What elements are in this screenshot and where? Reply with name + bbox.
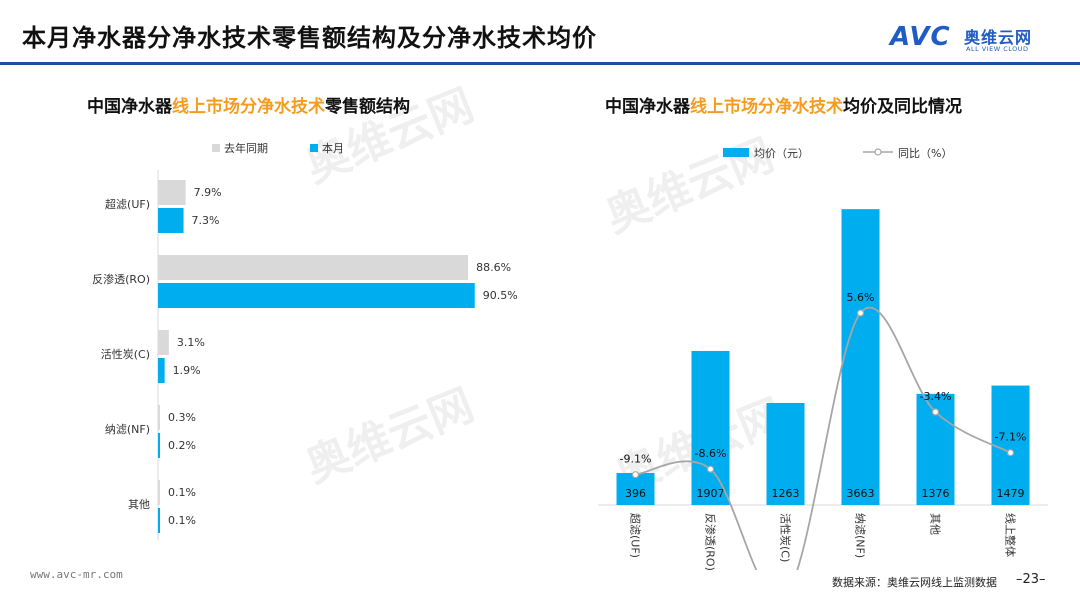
yoy-point	[631, 471, 640, 479]
page-title: 本月净水器分净水技术零售额结构及分净水技术均价	[22, 24, 597, 52]
bar-last-year	[158, 255, 469, 280]
category-label: 纳滤(NF)	[854, 513, 867, 558]
bar-last-year	[158, 405, 160, 430]
yoy-point	[856, 309, 865, 317]
logo: AVC 奥维云网 ALL VIEW CLOUD	[890, 22, 1060, 56]
bar-value-label: 1.9%	[173, 364, 201, 377]
title-rule	[0, 62, 1080, 65]
bar-value-label: 90.5%	[483, 289, 518, 302]
logo-mark: AVC	[890, 22, 951, 52]
legend-marker	[874, 148, 882, 156]
price-value-label: 1479	[997, 487, 1025, 500]
legend-swatch	[212, 144, 220, 152]
yoy-value-label: -7.1%	[995, 431, 1027, 444]
category-label: 活性炭(C)	[101, 347, 150, 361]
legend-label: 本月	[322, 141, 344, 155]
bar-this-month	[158, 358, 165, 383]
footer-url: www.avc-mr.com	[30, 568, 123, 581]
legend-swatch	[723, 148, 749, 157]
category-label: 反渗透(RO)	[704, 513, 718, 570]
bar-last-year	[158, 330, 169, 355]
yoy-value-label: 5.6%	[847, 291, 875, 304]
price-value-label: 3663	[847, 487, 875, 500]
bar-this-month	[158, 508, 160, 533]
bar-value-label: 0.2%	[168, 439, 196, 452]
bar-value-label: 0.1%	[168, 514, 196, 527]
bar-value-label: 3.1%	[177, 336, 205, 349]
category-label: 其他	[128, 498, 150, 511]
bar-value-label: 7.9%	[194, 186, 222, 199]
price-bar	[616, 473, 655, 505]
logo-en: ALL VIEW CLOUD	[966, 45, 1029, 53]
price-value-label: 1376	[922, 487, 950, 500]
yoy-value-label: -3.4%	[920, 390, 952, 403]
legend-label: 同比（%）	[898, 147, 952, 160]
legend-label: 均价（元）	[754, 147, 809, 160]
category-label: 超滤(UF)	[629, 513, 643, 558]
right-combo-chart: 均价（元） 同比（%） 396 1907 1263 3663 1376 1479 -9.1% -8…	[598, 147, 1048, 570]
price-bar	[991, 385, 1030, 505]
footer-source: 数据来源：奥维云网线上监测数据	[832, 576, 997, 589]
bar-last-year	[158, 480, 160, 505]
logo-cn: 奥维云网	[964, 28, 1033, 47]
bar-this-month	[158, 208, 184, 233]
left-chart-title: 中国净水器线上市场分净水技术零售额结构	[87, 97, 410, 117]
bar-value-label: 7.3%	[192, 214, 220, 227]
legend-label: 去年同期	[224, 141, 268, 155]
price-value-label: 1263	[772, 487, 800, 500]
yoy-value-label: -8.6%	[695, 447, 727, 460]
category-label: 纳滤(NF)	[105, 423, 150, 436]
legend-swatch	[310, 144, 318, 152]
price-bar	[691, 350, 730, 505]
bar-this-month	[158, 433, 160, 458]
category-label: 超滤(UF)	[105, 197, 150, 211]
category-label: 其他	[929, 513, 942, 535]
price-bar	[766, 402, 805, 505]
bar-value-label: 88.6%	[476, 261, 511, 274]
category-label: 反渗透(RO)	[92, 272, 150, 286]
bar-last-year	[158, 180, 186, 205]
right-chart-title: 中国净水器线上市场分净水技术均价及同比情况	[605, 97, 962, 117]
price-value-label: 396	[625, 487, 646, 500]
yoy-point	[706, 465, 715, 473]
bar-value-label: 0.1%	[168, 486, 196, 499]
category-label: 线上整体	[1004, 513, 1018, 557]
bar-this-month	[158, 283, 475, 308]
page-number: –23–	[1016, 572, 1046, 587]
yoy-point	[931, 408, 940, 416]
yoy-point	[1006, 449, 1015, 457]
yoy-value-label: -9.1%	[620, 453, 652, 466]
bar-value-label: 0.3%	[168, 411, 196, 424]
price-value-label: 1907	[697, 487, 725, 500]
price-bar	[841, 209, 880, 505]
category-label: 活性炭(C)	[779, 513, 793, 562]
